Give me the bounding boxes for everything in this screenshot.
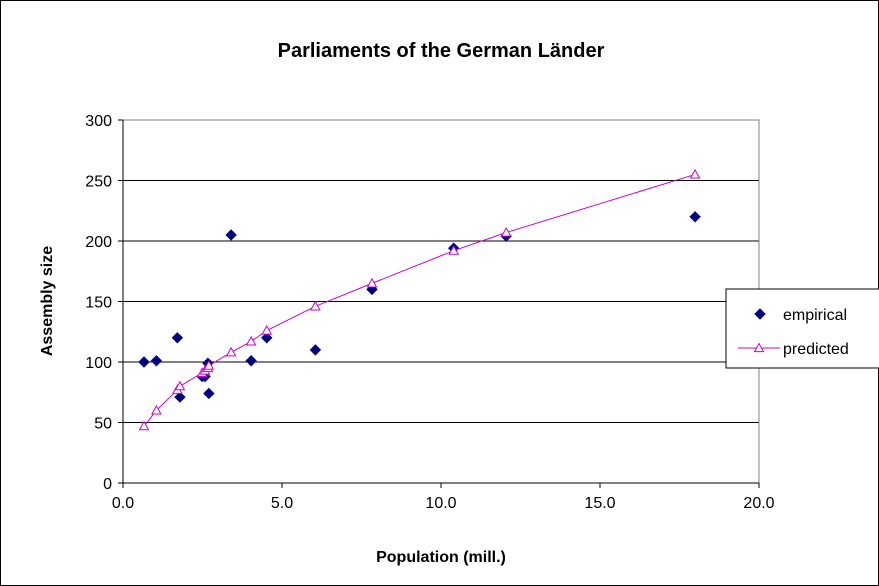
point-predicted — [138, 420, 150, 431]
legend-label-predicted: predicted — [783, 341, 849, 358]
y-tick-label: 200 — [85, 234, 112, 251]
point-empirical — [689, 211, 701, 223]
y-tick-label: 0 — [103, 476, 112, 493]
y-tick-label: 100 — [85, 355, 112, 372]
series-layer — [138, 168, 701, 431]
chart-title: Parliaments of the German Länder — [278, 40, 605, 62]
point-empirical — [245, 355, 257, 367]
point-predicted — [310, 300, 321, 311]
series-line-predicted — [143, 173, 696, 427]
x-tick-label: 10.0 — [425, 495, 456, 512]
point-predicted — [448, 245, 460, 255]
point-predicted — [261, 325, 273, 335]
y-tick-label: 50 — [94, 416, 112, 433]
legend-box — [725, 288, 879, 369]
x-axis-title: Population (mill.) — [376, 549, 506, 566]
legend-marker-empirical — [754, 308, 766, 320]
series-empirical — [138, 211, 701, 403]
x-tick-label: 20.0 — [743, 495, 774, 512]
legend-item-empirical: empirical — [754, 307, 847, 324]
point-predicted — [174, 380, 186, 391]
point-predicted — [151, 404, 162, 415]
series-predicted — [138, 168, 701, 431]
point-empirical — [171, 332, 184, 344]
axes — [118, 119, 760, 488]
point-empirical — [203, 387, 215, 400]
legend-label-empirical: empirical — [783, 307, 847, 324]
legend-marker-predicted — [753, 342, 765, 353]
y-tick-label: 150 — [85, 295, 112, 312]
x-tick-label: 5.0 — [271, 495, 293, 512]
point-predicted — [203, 360, 215, 370]
point-predicted — [366, 277, 378, 288]
point-predicted — [500, 227, 512, 237]
point-predicted — [225, 346, 237, 357]
legend: empirical predicted — [725, 288, 879, 369]
legend-item-predicted: predicted — [738, 341, 849, 358]
y-tick-label: 250 — [85, 174, 112, 191]
point-empirical — [150, 355, 163, 367]
y-tick-label: 300 — [85, 113, 112, 130]
x-tick-labels: 0.0 5.0 10.0 15.0 20.0 — [112, 495, 775, 512]
x-tick-label: 15.0 — [584, 495, 615, 512]
point-empirical — [225, 229, 237, 241]
point-empirical — [261, 332, 273, 344]
y-axis-title: Assembly size — [39, 246, 56, 356]
point-predicted — [245, 335, 257, 346]
grid-lines — [123, 119, 759, 423]
y-tick-labels: 0 50 100 150 200 250 300 — [85, 113, 112, 493]
x-tick-label: 0.0 — [112, 495, 134, 512]
point-empirical — [138, 356, 150, 368]
point-predicted — [689, 168, 701, 179]
point-empirical — [309, 344, 322, 356]
point-empirical — [174, 391, 186, 403]
